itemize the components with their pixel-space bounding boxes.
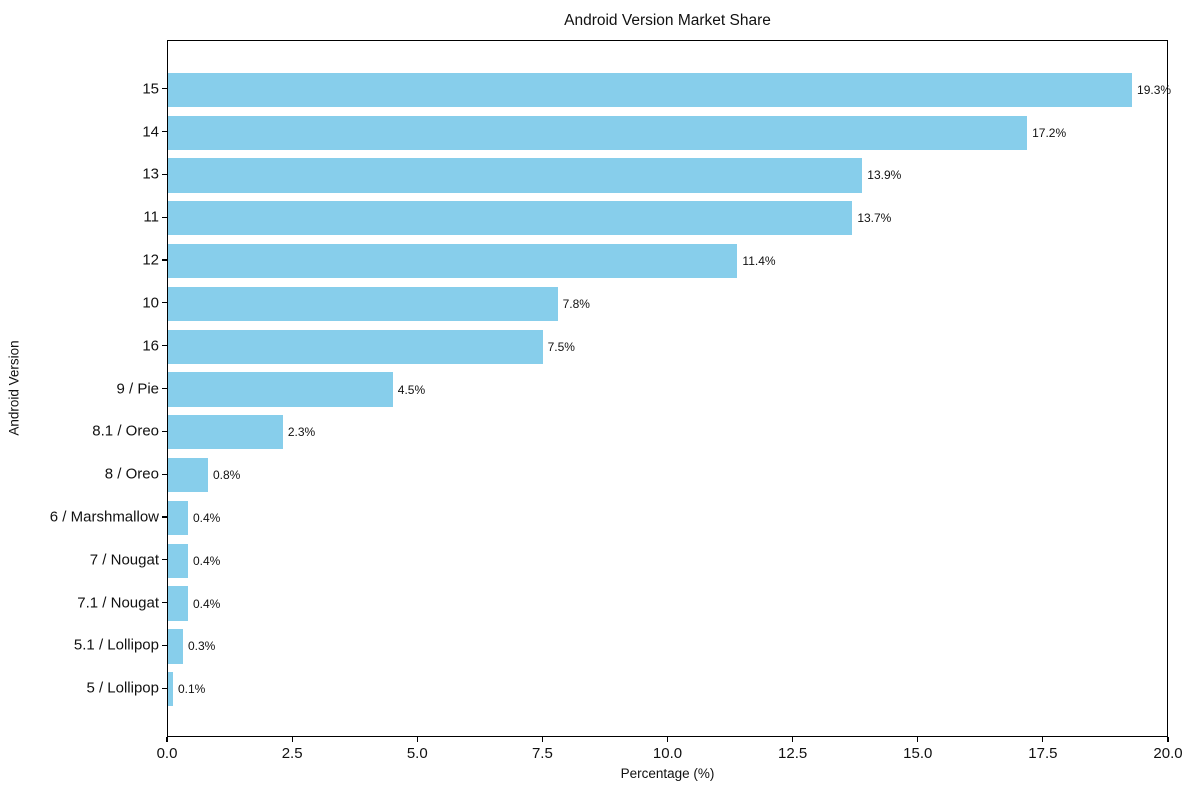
- bar-value-label: 17.2%: [1032, 125, 1067, 140]
- x-tick-label: 15.0: [903, 745, 933, 762]
- y-tick-label: 5.1 / Lollipop: [73, 636, 159, 654]
- bar-value-label: 13.9%: [867, 168, 902, 183]
- x-tick-label: 2.5: [281, 745, 303, 762]
- bar-6 / Marshmallow: [168, 500, 188, 536]
- bar-7.1 / Nougat: [168, 586, 188, 621]
- x-tick-label: 20.0: [1153, 745, 1183, 762]
- bar-value-label: 0.4%: [192, 510, 221, 525]
- x-axis-label: Percentage (%): [620, 766, 715, 781]
- y-tick-mark: [162, 644, 167, 646]
- plot-area: 19.3% 17.2% 13.9% 13.7% 11.4% 7.8% 7.5% 4.5% 2.3…: [167, 40, 1172, 737]
- y-tick-mark: [162, 259, 167, 261]
- bar-value-label: 11.4%: [742, 254, 776, 269]
- x-tick-mark: [291, 737, 293, 742]
- y-tick-label: 14: [142, 123, 159, 141]
- x-tick-mark: [917, 737, 919, 742]
- y-tick-label: 6 / Marshmallow: [49, 508, 159, 526]
- y-tick-mark: [162, 387, 167, 390]
- y-tick-label: 8.1 / Oreo: [92, 422, 159, 440]
- bar-16: [168, 329, 543, 364]
- y-tick-label: 8 / Oreo: [104, 465, 159, 483]
- y-tick-label: 15: [142, 80, 159, 98]
- bar-8.1 / Oreo: [168, 415, 283, 450]
- y-tick-label: 11: [143, 208, 159, 226]
- bar-15: [168, 72, 1133, 107]
- x-tick-mark: [1167, 737, 1169, 742]
- x-tick-mark: [416, 737, 418, 742]
- y-tick-mark: [162, 473, 167, 475]
- y-tick-mark: [162, 88, 167, 90]
- bar-value-label: 7.5%: [547, 339, 575, 354]
- bar-value-label: 13.7%: [857, 211, 892, 226]
- bar-11: [168, 201, 853, 236]
- y-tick-mark: [162, 601, 167, 604]
- bar-value-label: 19.3%: [1137, 82, 1172, 97]
- y-tick-label: 16: [142, 337, 159, 355]
- y-tick-label: 7 / Nougat: [89, 551, 159, 569]
- y-tick-mark: [162, 131, 167, 133]
- x-tick-label: 17.5: [1028, 745, 1058, 762]
- y-tick-label: 12: [142, 251, 159, 269]
- bar-value-label: 0.1%: [177, 682, 206, 697]
- y-tick-mark: [162, 173, 167, 176]
- x-tick-mark: [1042, 737, 1044, 742]
- x-tick-mark: [166, 737, 168, 742]
- bar-value-label: 0.3%: [187, 639, 216, 654]
- y-tick-mark: [162, 216, 167, 218]
- bar-value-label: 0.8%: [212, 468, 241, 483]
- bar-value-label: 7.8%: [562, 296, 590, 311]
- x-tick-mark: [666, 737, 669, 742]
- y-tick-label: 13: [142, 165, 159, 183]
- y-tick-label: 5 / Lollipop: [86, 679, 159, 697]
- y-tick-label: 9 / Pie: [116, 380, 159, 398]
- y-tick-mark: [162, 687, 167, 689]
- bar-14: [168, 115, 1028, 150]
- bar-9 / Pie: [168, 372, 393, 407]
- y-tick-mark: [162, 345, 167, 347]
- y-tick-label: 7.1 / Nougat: [77, 594, 159, 612]
- x-tick-label: 7.5: [531, 745, 553, 762]
- x-tick-mark: [792, 737, 794, 742]
- bar-8 / Oreo: [168, 458, 208, 493]
- bar-5.1 / Lollipop: [168, 629, 183, 664]
- x-tick-label: 10.0: [652, 745, 683, 762]
- y-tick-mark: [162, 559, 167, 561]
- x-tick-label: 5.0: [406, 745, 428, 762]
- x-tick-mark: [541, 737, 543, 742]
- bar-value-label: 0.4%: [192, 553, 221, 568]
- x-tick-label: 0.0: [156, 745, 178, 762]
- chart-title: Android Version Market Share: [564, 12, 771, 29]
- y-tick-mark: [162, 516, 167, 518]
- bar-7 / Nougat: [168, 543, 188, 578]
- y-axis-label: Android Version: [6, 340, 22, 436]
- bar-10: [168, 286, 558, 322]
- bar-value-label: 2.3%: [287, 425, 316, 440]
- y-tick-mark: [162, 430, 167, 432]
- bar-5 / Lollipop: [168, 672, 173, 707]
- bar-12: [168, 243, 738, 279]
- bar-value-label: 0.4%: [192, 596, 221, 611]
- bar-13: [168, 158, 863, 193]
- y-tick-mark: [162, 302, 167, 304]
- x-tick-label: 12.5: [778, 745, 808, 762]
- bar-value-label: 4.5%: [397, 382, 426, 397]
- y-tick-label: 10: [142, 294, 159, 312]
